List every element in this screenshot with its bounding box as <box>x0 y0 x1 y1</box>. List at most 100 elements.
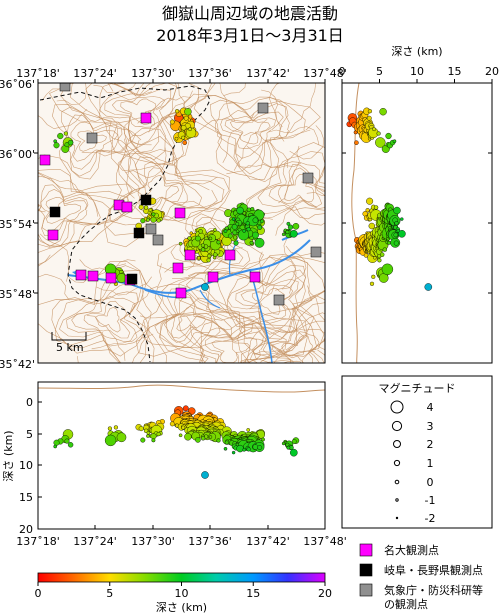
depth-tick: 10 <box>19 459 33 472</box>
earthquake-marker <box>354 140 359 145</box>
magnitude-label: -2 <box>425 512 436 525</box>
earthquake-marker <box>156 218 161 223</box>
earthquake-marker <box>236 444 244 453</box>
earthquake-marker <box>246 428 250 432</box>
earthquake-marker <box>281 232 286 237</box>
earthquake-marker <box>369 281 375 286</box>
earthquake-marker <box>246 447 251 452</box>
depth-tick: 10 <box>410 65 424 78</box>
earthquake-marker <box>143 205 149 210</box>
scale-bar-label: 5 km <box>56 341 84 354</box>
earthquake-marker <box>287 224 294 230</box>
earthquake-marker <box>206 253 212 259</box>
earthquake-marker <box>367 109 372 114</box>
earthquake-marker <box>181 135 186 140</box>
nagoya-station-marker <box>184 249 196 261</box>
earthquake-marker <box>184 433 192 441</box>
earthquake-marker <box>197 256 201 260</box>
earthquake-marker <box>380 252 385 257</box>
jma-station-marker <box>86 132 98 144</box>
earthquake-marker <box>231 450 236 455</box>
depth-longitude-panel: 0 5 10 15 20 深さ (km) 137˚18' 137˚24' 137… <box>2 381 347 548</box>
earthquake-marker <box>57 132 64 140</box>
lat-ticks: 36˚06' 36˚00' 35˚54' 35˚48' 35˚42' <box>0 78 35 371</box>
earthquake-marker <box>156 432 161 437</box>
nagoya-station-marker <box>87 270 99 282</box>
earthquake-marker <box>393 240 399 246</box>
earthquake-marker <box>206 258 211 263</box>
earthquake-marker <box>242 229 246 233</box>
depth-tick: 20 <box>485 65 499 78</box>
earthquake-marker <box>223 229 228 233</box>
magnitude-label: -1 <box>425 494 436 507</box>
earthquake-marker <box>116 273 127 283</box>
earthquake-marker <box>261 437 265 442</box>
lon-tick: 137˚36' <box>188 535 232 548</box>
lon-ticks-bottom: 137˚18' 137˚24' 137˚30' 137˚36' 137˚42' … <box>16 535 347 548</box>
earthquake-marker <box>233 235 238 240</box>
earthquake-marker <box>178 241 183 246</box>
earthquake-marker <box>366 197 374 205</box>
earthquake-marker <box>291 439 297 444</box>
jma-station-marker <box>302 172 314 184</box>
depth-tick: 15 <box>19 491 33 504</box>
colorbar-tick: 20 <box>318 587 332 600</box>
earthquake-marker <box>250 206 255 211</box>
earthquake-marker <box>392 139 397 143</box>
lon-tick: 137˚30' <box>131 535 175 548</box>
depth-tick: 0 <box>339 65 346 78</box>
earthquake-marker <box>424 283 433 291</box>
earthquake-marker <box>107 426 112 431</box>
earthquake-marker <box>387 240 391 245</box>
earthquake-marker <box>249 240 254 245</box>
gifu-nagano-station-marker <box>126 273 138 285</box>
earthquake-marker <box>64 438 70 444</box>
depth-tick: 5 <box>26 428 33 441</box>
earthquake-marker <box>182 140 187 145</box>
earthquake-marker <box>229 219 235 226</box>
station-legend: 名大観測点 岐阜・長野県観測点 気象庁・防災科研等 の観測点 <box>359 543 483 611</box>
nagoya-station-marker <box>39 154 51 166</box>
earthquake-marker <box>174 136 179 141</box>
earthquake-marker <box>377 258 382 263</box>
earthquake-marker <box>257 445 263 450</box>
scale-bar: 5 km <box>51 332 87 354</box>
earthquake-marker <box>151 212 156 217</box>
earthquake-marker <box>366 115 372 121</box>
earthquake-marker <box>252 231 259 239</box>
jma-nied-station-label-2: の観測点 <box>384 597 428 611</box>
magnitude-label: 1 <box>427 457 434 470</box>
earthquake-marker <box>113 425 118 430</box>
stations <box>39 83 322 306</box>
earthquake-marker <box>146 431 151 435</box>
earthquake-marker <box>235 229 240 233</box>
lat-tick: 35˚42' <box>0 358 35 371</box>
earthquake-marker <box>150 216 157 223</box>
depth-tick: 20 <box>19 523 33 536</box>
earthquake-marker <box>393 206 401 215</box>
jma-station-marker <box>145 223 157 235</box>
earthquake-marker <box>373 205 379 210</box>
earthquake-marker <box>252 444 259 450</box>
lon-tick: 137˚42' <box>246 67 290 80</box>
earthquake-marker <box>379 107 387 116</box>
depth-axis-ticks: 0 5 10 15 20 <box>19 396 33 536</box>
depth-tick: 0 <box>26 396 33 409</box>
earthquake-marker <box>368 222 375 230</box>
earthquake-marker <box>252 217 259 224</box>
jma-station-marker <box>257 102 269 114</box>
depth-axis-label: 深さ (km) <box>2 430 15 481</box>
magnitude-legend: マグニチュード 4 3 2 1 0 -1 -2 <box>341 375 493 529</box>
depth-latitude-earthquakes <box>346 107 433 291</box>
earthquake-marker <box>180 124 187 131</box>
earthquake-marker <box>371 274 376 279</box>
earthquake-marker <box>67 139 74 146</box>
earthquake-marker <box>140 218 146 224</box>
earthquake-marker <box>151 438 156 443</box>
earthquake-marker <box>200 436 206 441</box>
colorbar-tick: 10 <box>175 587 189 600</box>
gifu-nagano-station-marker <box>140 194 152 206</box>
lon-tick: 137˚24' <box>73 67 117 80</box>
earthquake-marker <box>201 283 209 291</box>
earthquake-marker <box>289 448 298 457</box>
